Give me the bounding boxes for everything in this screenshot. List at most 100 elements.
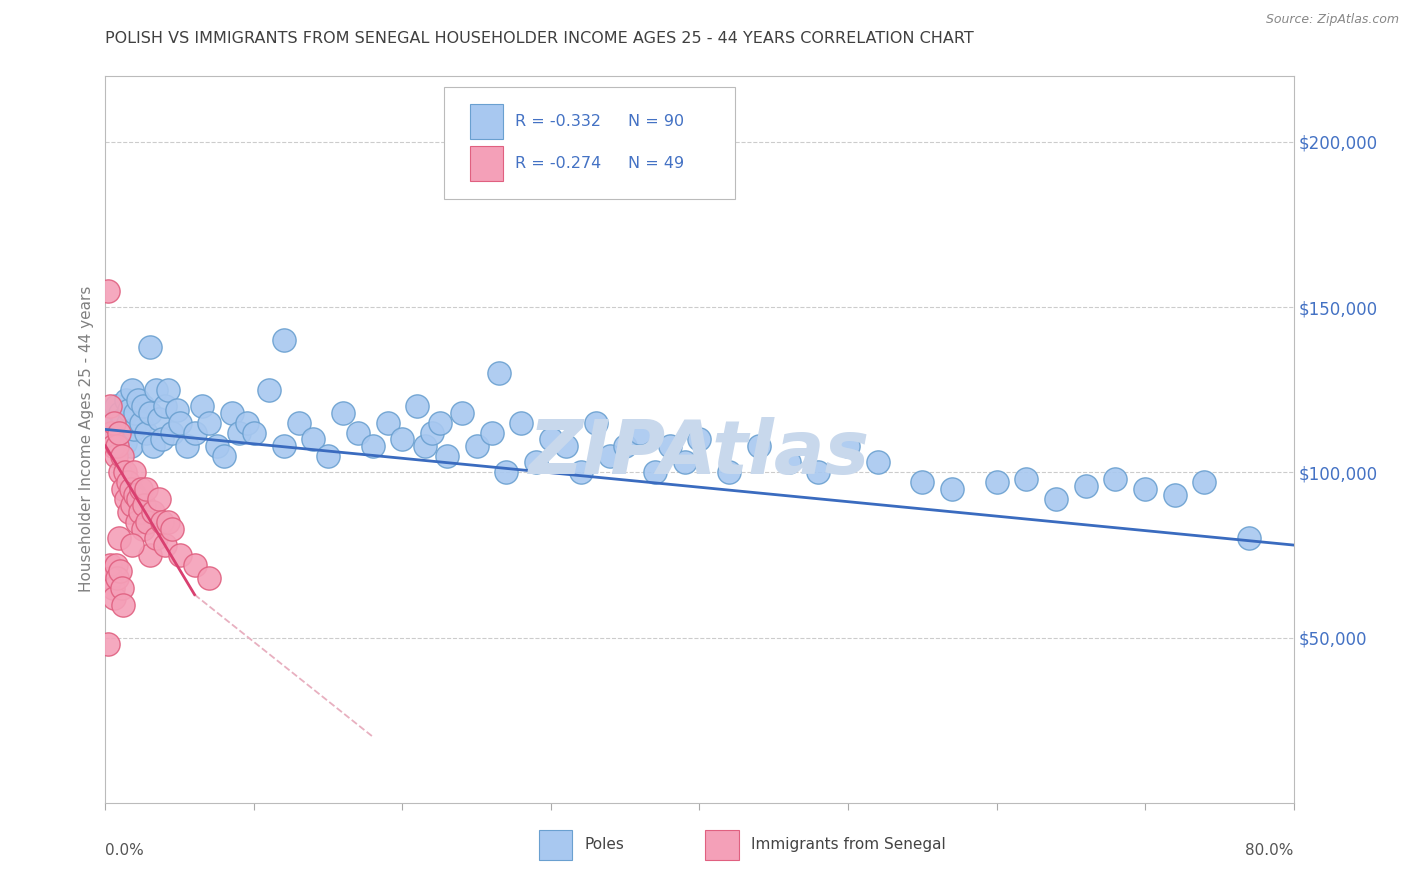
Point: [129, 482, 152, 496]
Point: [837, 439, 859, 453]
Point: [105, 571, 128, 585]
Point: [347, 425, 370, 440]
Point: [569, 466, 592, 480]
Point: [139, 340, 162, 354]
Point: [135, 425, 157, 440]
Point: [628, 425, 651, 440]
Point: [540, 433, 562, 447]
Point: [103, 591, 125, 605]
Point: [524, 455, 547, 469]
Point: [273, 333, 295, 347]
Point: [866, 455, 889, 469]
Point: [162, 425, 184, 440]
Point: [114, 466, 136, 480]
Point: [183, 425, 205, 440]
Point: [132, 499, 155, 513]
Point: [156, 515, 179, 529]
Text: POLISH VS IMMIGRANTS FROM SENEGAL HOUSEHOLDER INCOME AGES 25 - 44 YEARS CORRELAT: POLISH VS IMMIGRANTS FROM SENEGAL HOUSEH…: [105, 31, 974, 46]
Text: Poles: Poles: [585, 838, 624, 853]
Point: [554, 439, 576, 453]
Text: R = -0.274: R = -0.274: [516, 155, 602, 170]
Point: [111, 581, 134, 595]
Point: [110, 406, 132, 420]
Point: [156, 383, 179, 397]
Point: [101, 416, 124, 430]
Point: [205, 439, 228, 453]
Point: [510, 416, 533, 430]
Point: [112, 482, 135, 496]
Point: [221, 406, 243, 420]
Point: [235, 416, 257, 430]
Point: [488, 366, 510, 380]
Point: [436, 449, 458, 463]
Point: [150, 433, 173, 447]
Point: [104, 399, 127, 413]
Point: [129, 416, 152, 430]
Point: [150, 515, 173, 529]
Point: [1164, 488, 1187, 502]
Point: [420, 425, 443, 440]
Point: [121, 383, 143, 397]
Point: [316, 449, 339, 463]
Point: [718, 466, 741, 480]
Point: [406, 399, 429, 413]
Point: [450, 406, 472, 420]
Point: [614, 439, 637, 453]
Point: [124, 406, 146, 420]
Point: [183, 558, 205, 572]
Point: [1104, 472, 1126, 486]
Point: [111, 425, 134, 440]
Point: [103, 416, 125, 430]
Point: [273, 439, 295, 453]
Point: [118, 402, 141, 417]
Point: [105, 439, 128, 453]
Text: ZIPAtlas: ZIPAtlas: [529, 417, 870, 491]
Point: [191, 399, 214, 413]
Point: [122, 466, 145, 480]
Point: [136, 515, 159, 529]
Point: [110, 565, 132, 579]
Point: [120, 439, 142, 453]
Point: [111, 449, 134, 463]
Point: [100, 425, 122, 440]
Point: [429, 416, 451, 430]
Point: [377, 416, 399, 430]
Point: [145, 532, 167, 546]
Point: [148, 412, 170, 426]
Point: [135, 482, 157, 496]
Text: Source: ZipAtlas.com: Source: ZipAtlas.com: [1265, 13, 1399, 27]
Point: [495, 466, 517, 480]
Point: [121, 538, 143, 552]
Point: [1133, 482, 1156, 496]
Point: [131, 399, 153, 413]
Point: [108, 532, 131, 546]
Point: [198, 416, 221, 430]
Point: [391, 433, 413, 447]
Point: [169, 416, 191, 430]
Point: [112, 412, 135, 426]
Point: [120, 482, 142, 496]
FancyBboxPatch shape: [470, 104, 503, 139]
Point: [465, 439, 488, 453]
Point: [117, 475, 139, 490]
Point: [214, 449, 236, 463]
Point: [176, 439, 198, 453]
Y-axis label: Householder Income Ages 25 - 44 years: Householder Income Ages 25 - 44 years: [79, 286, 94, 592]
Point: [332, 406, 354, 420]
Point: [1074, 478, 1097, 492]
Point: [1045, 491, 1067, 506]
Point: [257, 383, 280, 397]
Point: [145, 383, 167, 397]
Point: [673, 455, 696, 469]
Point: [105, 439, 128, 453]
Text: N = 49: N = 49: [628, 155, 685, 170]
Point: [166, 402, 188, 417]
Point: [599, 449, 621, 463]
Point: [1015, 472, 1038, 486]
Point: [104, 449, 127, 463]
Point: [108, 425, 131, 440]
FancyBboxPatch shape: [470, 145, 503, 180]
Point: [162, 522, 184, 536]
Text: N = 90: N = 90: [628, 114, 685, 129]
Point: [302, 433, 325, 447]
